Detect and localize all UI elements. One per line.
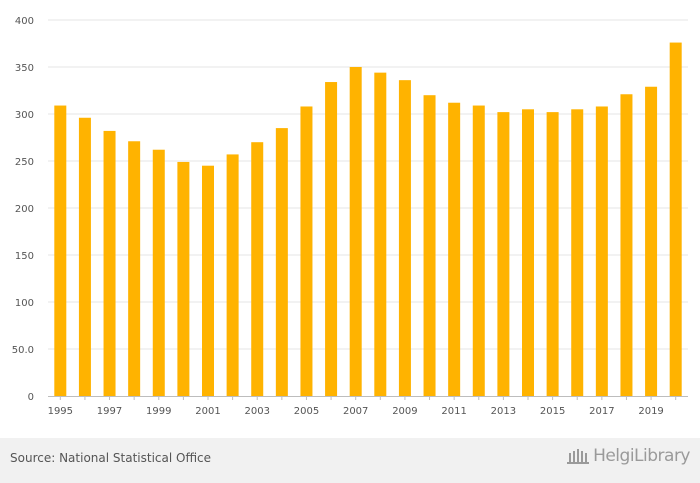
- x-tick-label: 2003: [245, 406, 270, 417]
- brand-main: Helgi: [593, 446, 635, 466]
- y-tick-label: 350: [15, 63, 34, 74]
- bar-2013: [497, 112, 510, 397]
- bar-2010: [423, 95, 436, 396]
- bar-2003: [251, 142, 264, 396]
- bar-chart: 0 50.0 100 150 200 250 300 350 400 1995 1997 1999 20…: [12, 16, 688, 417]
- bar-2019: [645, 86, 658, 397]
- bar-2006: [325, 82, 338, 396]
- bar-2001: [202, 165, 214, 396]
- y-tick-label: 100: [15, 298, 34, 309]
- bar-2012: [472, 105, 485, 396]
- bar-2017: [595, 106, 608, 396]
- y-tick-label: 200: [15, 204, 34, 215]
- y-tick-label: 0: [28, 392, 34, 403]
- source-note: Source: National Statistical Office: [10, 451, 212, 465]
- bar-2015: [546, 112, 559, 397]
- y-tick-label: 300: [15, 110, 34, 121]
- bar-2000: [177, 161, 190, 396]
- y-tick-label: 150: [15, 251, 34, 262]
- x-tick-label: 2019: [638, 406, 663, 417]
- x-tick-label: 2005: [294, 406, 319, 417]
- x-tick-label: 2013: [491, 406, 516, 417]
- y-tick-label: 400: [15, 16, 34, 27]
- bar-2014: [522, 109, 534, 397]
- bar-2004: [275, 128, 288, 396]
- footer: Source: National Statistical Office Helg…: [0, 438, 700, 483]
- bar-2016: [571, 109, 584, 397]
- bar-2020: [669, 42, 682, 397]
- brand-library: Library: [634, 446, 690, 466]
- x-tick-label: 2015: [540, 406, 565, 417]
- bar-1995: [54, 105, 67, 396]
- bar-2011: [448, 102, 461, 396]
- bar-1996: [78, 117, 91, 396]
- bar-1997: [103, 130, 116, 397]
- y-tick-label: 250: [15, 157, 34, 168]
- helgi-library-logo[interactable]: Helgi Library: [566, 446, 690, 466]
- bar-2005: [300, 106, 313, 396]
- bar-1999: [152, 149, 165, 396]
- x-tick-label: 1999: [146, 406, 171, 417]
- x-tick-label: 2007: [343, 406, 368, 417]
- x-tick-label: 2009: [392, 406, 417, 417]
- bar-2009: [398, 80, 411, 396]
- x-tick-label: 1997: [97, 406, 122, 417]
- library-icon: [567, 449, 590, 464]
- bar-1998: [128, 141, 141, 396]
- x-tick-label: 1995: [48, 406, 73, 417]
- bar-2007: [349, 67, 362, 396]
- x-tick-label: 2001: [195, 406, 220, 417]
- x-tick-label: 2017: [589, 406, 614, 417]
- x-tick-label: 2011: [441, 406, 466, 417]
- bar-2008: [374, 72, 387, 396]
- y-tick-label: 50.0: [12, 345, 34, 356]
- bar-2002: [226, 154, 239, 396]
- bar-2018: [620, 94, 633, 396]
